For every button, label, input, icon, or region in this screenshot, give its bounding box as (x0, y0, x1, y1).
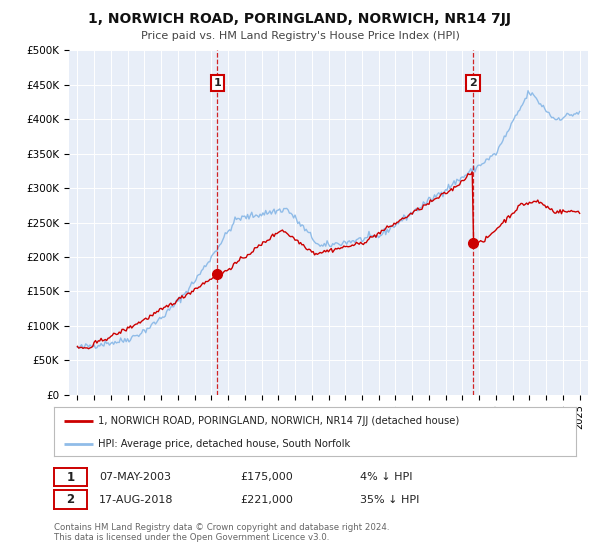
Text: 17-AUG-2018: 17-AUG-2018 (99, 494, 173, 505)
Text: 1, NORWICH ROAD, PORINGLAND, NORWICH, NR14 7JJ (detached house): 1, NORWICH ROAD, PORINGLAND, NORWICH, NR… (98, 416, 460, 426)
Text: Contains HM Land Registry data © Crown copyright and database right 2024.: Contains HM Land Registry data © Crown c… (54, 523, 389, 532)
Text: 1: 1 (67, 470, 74, 484)
Text: £175,000: £175,000 (240, 472, 293, 482)
Text: 4% ↓ HPI: 4% ↓ HPI (360, 472, 413, 482)
Text: HPI: Average price, detached house, South Norfolk: HPI: Average price, detached house, Sout… (98, 439, 350, 449)
Text: £221,000: £221,000 (240, 494, 293, 505)
Text: 2: 2 (469, 78, 477, 88)
Text: 07-MAY-2003: 07-MAY-2003 (99, 472, 171, 482)
Text: 35% ↓ HPI: 35% ↓ HPI (360, 494, 419, 505)
Text: This data is licensed under the Open Government Licence v3.0.: This data is licensed under the Open Gov… (54, 533, 329, 542)
Text: 2: 2 (67, 493, 74, 506)
Text: 1, NORWICH ROAD, PORINGLAND, NORWICH, NR14 7JJ: 1, NORWICH ROAD, PORINGLAND, NORWICH, NR… (89, 12, 511, 26)
Text: 1: 1 (213, 78, 221, 88)
Text: Price paid vs. HM Land Registry's House Price Index (HPI): Price paid vs. HM Land Registry's House … (140, 31, 460, 41)
